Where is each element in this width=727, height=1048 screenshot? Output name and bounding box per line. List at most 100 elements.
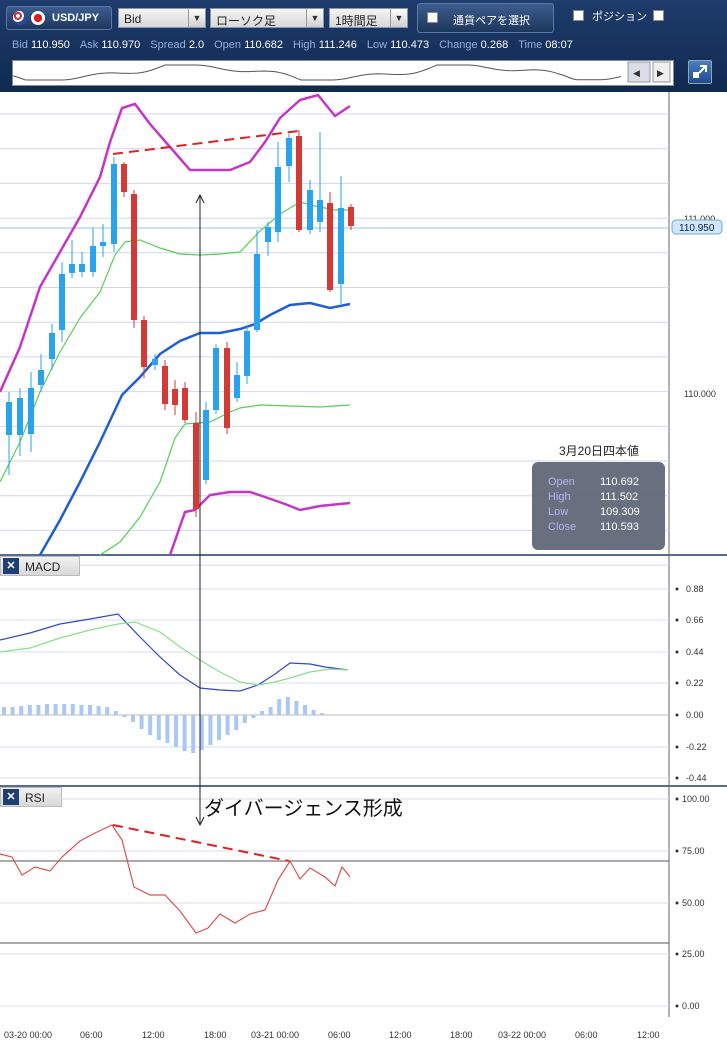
candle-body [152, 359, 158, 365]
candle-body [348, 207, 354, 226]
time-label: 03-21 00:00 [251, 1030, 299, 1040]
macd-histogram-bar [260, 711, 264, 715]
pair-select-button[interactable]: 通貨ペアを選択 [417, 3, 554, 33]
macd-label: 0.88 [686, 584, 704, 594]
quote-value: 110.473 [390, 39, 430, 51]
candle-body [17, 398, 23, 435]
candle-body [224, 348, 230, 428]
chart-area[interactable]: 111.000 110.000 0.88 0.66 0.44 0.22 0.00 -0.22 -… [0, 92, 727, 1048]
position-toggle-checkbox[interactable] [653, 10, 664, 21]
macd-histogram-bar [79, 705, 84, 715]
macd-histogram-bar [165, 715, 170, 743]
rsi-axis-label: 0.00 [682, 1001, 700, 1011]
time-label: 03-22 00:00 [498, 1030, 546, 1040]
candle-body [234, 375, 240, 398]
time-label: 06:00 [80, 1030, 103, 1040]
macd-histogram-bar [96, 706, 101, 715]
price-side-value: Bid [124, 12, 142, 26]
time-label: 12:00 [637, 1030, 660, 1040]
tick-dot [675, 952, 679, 956]
y-axis-labels: 111.000 110.000 0.88 0.66 0.44 0.22 0.00 -0.22 -… [675, 214, 716, 1011]
tick-dot [675, 713, 679, 717]
macd-histogram-bar [242, 715, 247, 723]
quote-value: 110.970 [101, 39, 141, 51]
position-checkbox[interactable] [573, 10, 584, 21]
candle-body [111, 164, 117, 244]
divergence-label: ダイバージェンス形成 [204, 797, 403, 820]
time-label: 18:00 [204, 1030, 227, 1040]
macd-histogram-bar [191, 715, 196, 753]
scroll-right-icon[interactable]: ▶ [657, 68, 664, 78]
macd-histogram-bar [199, 715, 204, 750]
ohlc-key: Close [548, 521, 577, 533]
divergence-annotation [112, 130, 300, 862]
timeframe-select[interactable]: 1時間足 ▼ [329, 8, 408, 28]
macd-histogram-bar [234, 715, 239, 730]
pair-select-label: 通貨ペアを選択 [453, 15, 530, 27]
candle-body [327, 203, 333, 290]
time-label: 12:00 [142, 1030, 165, 1040]
tick-dot [675, 587, 679, 591]
overview-scrollbar[interactable]: ◀ ▶ [12, 60, 674, 86]
ohlc-info-box: Open 110.692 High 111.502 Low 109.309 Close 110… [532, 462, 665, 550]
candle-body [121, 164, 127, 192]
time-label: 18:00 [450, 1030, 473, 1040]
macd-label: -0.22 [686, 742, 707, 752]
pair-checkbox[interactable] [427, 12, 438, 23]
chart-type-value: ローソク足 [216, 14, 277, 28]
quote-value: 111.246 [318, 39, 357, 51]
price-side-select[interactable]: Bid ▼ [118, 8, 206, 28]
rsi-axis-label: 50.00 [682, 898, 705, 908]
scroll-right-button[interactable] [652, 61, 671, 83]
macd-histogram-bar [36, 705, 41, 715]
candle-body [307, 190, 313, 230]
close-icon[interactable]: ✕ [3, 558, 19, 574]
tick-dot [675, 745, 679, 749]
quote-key: Change [439, 39, 481, 51]
macd-panel-tag[interactable]: ✕ MACD [0, 556, 80, 576]
macd-histogram-bar [208, 715, 213, 745]
candle-body [141, 320, 147, 367]
tick-dot [675, 618, 679, 622]
close-icon[interactable]: ✕ [3, 789, 19, 805]
divergence-line-rsi [112, 824, 290, 862]
macd-histogram-bar [70, 704, 75, 715]
macd-label: -0.44 [686, 773, 707, 783]
candle-body [6, 402, 12, 435]
maximize-button[interactable] [688, 60, 712, 84]
signal-line [0, 621, 349, 686]
quote-key: Time [518, 39, 546, 51]
tick-dot [675, 1004, 679, 1008]
candle-body [131, 194, 137, 320]
macd-histogram-bar [311, 710, 316, 715]
candle-body [59, 274, 65, 330]
candle-body [254, 254, 260, 330]
macd-histogram-bar [225, 715, 230, 735]
quote-key: Bid [12, 39, 31, 51]
candle-body [265, 227, 271, 242]
scroll-left-icon[interactable]: ◀ [633, 68, 640, 78]
symbol-selector[interactable]: USD/JPY [6, 6, 112, 30]
macd-histogram-bar [45, 704, 49, 715]
scroll-thumb[interactable] [627, 61, 651, 83]
arrow-down-icon [195, 816, 205, 827]
candle-body [275, 167, 281, 232]
x-axis-labels: 03-20 00:00 06:00 12:00 18:00 03-21 00:00 06:… [4, 1030, 660, 1040]
chart-type-select[interactable]: ローソク足 ▼ [210, 8, 324, 28]
ohlc-row: High 111.502 [548, 491, 638, 503]
quote-value: 2.0 [188, 39, 205, 51]
ohlc-title: 3月20日四本値 [559, 444, 640, 458]
ohlc-key: Open [548, 476, 575, 488]
candlesticks [6, 130, 354, 517]
macd-histogram-bar [148, 715, 153, 735]
rsi-panel-tag[interactable]: ✕ RSI [0, 787, 62, 807]
time-label: 06:00 [328, 1030, 351, 1040]
chevron-down-icon: ▼ [390, 9, 407, 27]
current-price-label: 110.950 [679, 223, 715, 234]
ohlc-value: 109.309 [600, 506, 640, 518]
quote-row: Bid 110.950 Ask 110.970 Spread 2.0 Open 110… [12, 39, 583, 51]
ohlc-key: High [548, 491, 571, 503]
macd-histogram-bar [62, 704, 67, 715]
candle-body [100, 242, 106, 246]
tick-dot [675, 797, 679, 801]
